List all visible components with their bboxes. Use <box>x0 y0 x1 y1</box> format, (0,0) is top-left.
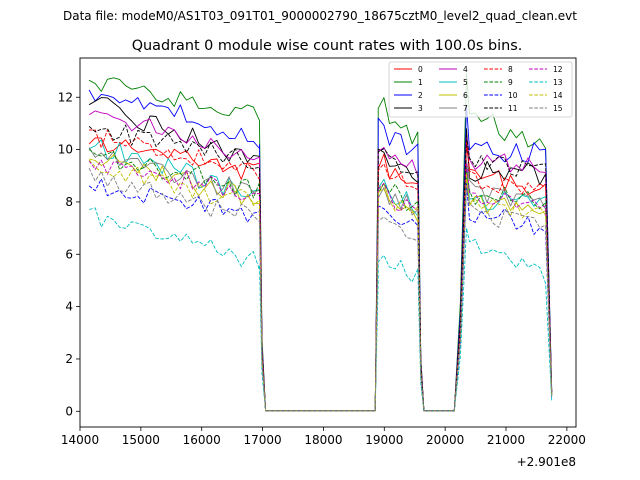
series-line-10 <box>88 178 553 412</box>
legend-label-15: 15 <box>553 104 563 113</box>
x-tick-label: 20000 <box>426 433 464 447</box>
series-line-15 <box>88 167 553 412</box>
x-tick-label: 18000 <box>304 433 342 447</box>
y-tick-label: 0 <box>65 404 73 418</box>
series-line-1 <box>88 73 553 412</box>
y-tick-label: 2 <box>65 352 73 366</box>
plot-area <box>88 73 553 412</box>
legend-label-13: 13 <box>553 78 563 87</box>
axes: 14000 15000 16000 17000 18000 19000 20000 21000… <box>58 57 586 447</box>
plot-frame <box>79 57 577 428</box>
x-tick-label: 14000 <box>61 433 99 447</box>
file-label: Data file: modeM0/AS1T03_091T01_90000027… <box>63 9 577 23</box>
legend-label-6: 6 <box>463 91 468 100</box>
series-line-4 <box>88 110 553 412</box>
x-tick-label: 22000 <box>548 433 586 447</box>
legend-label-10: 10 <box>508 91 518 100</box>
series-line-12 <box>88 159 553 412</box>
x-tick-label: 15000 <box>122 433 160 447</box>
series-line-7 <box>88 147 553 412</box>
series-line-0 <box>88 137 553 412</box>
x-tick-label: 21000 <box>487 433 525 447</box>
legend-label-7: 7 <box>463 104 468 113</box>
y-tick-label: 8 <box>65 195 73 209</box>
legend-label-0: 0 <box>418 65 423 74</box>
legend-label-5: 5 <box>463 78 468 87</box>
x-axis-offset-label: +2.901e8 <box>517 455 576 469</box>
y-tick-label: 12 <box>58 90 73 104</box>
legend-label-1: 1 <box>418 78 423 87</box>
legend-label-9: 9 <box>508 78 513 87</box>
x-tick-label: 19000 <box>365 433 403 447</box>
x-tick-label: 17000 <box>243 433 281 447</box>
x-tick-label: 16000 <box>183 433 221 447</box>
series-line-13 <box>88 207 553 412</box>
legend-label-14: 14 <box>553 91 563 100</box>
legend-label-4: 4 <box>463 65 468 74</box>
legend-box <box>388 61 573 118</box>
series-line-6 <box>88 154 553 412</box>
chart-title: Quadrant 0 module wise count rates with … <box>132 38 523 54</box>
legend-label-2: 2 <box>418 91 423 100</box>
y-tick-label: 10 <box>58 143 73 157</box>
series-line-5 <box>88 139 553 412</box>
legend-label-3: 3 <box>418 104 423 113</box>
series-line-2 <box>88 89 553 412</box>
y-tick-label: 6 <box>65 247 73 261</box>
y-tick-label: 4 <box>65 300 73 314</box>
legend-label-8: 8 <box>508 65 513 74</box>
legend-label-12: 12 <box>553 65 563 74</box>
legend-label-11: 11 <box>508 104 518 113</box>
series-line-8 <box>89 129 553 412</box>
